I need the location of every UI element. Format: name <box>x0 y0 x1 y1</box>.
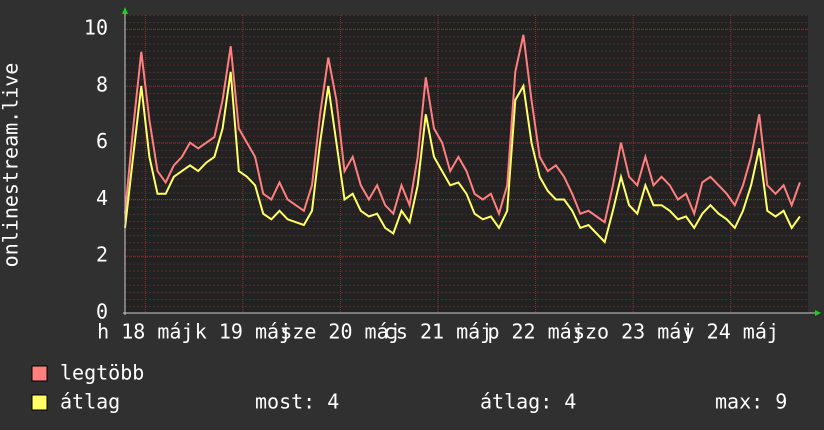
x-tick-label: h 18 máj <box>97 320 193 344</box>
y-tick-label: 2 <box>96 243 108 267</box>
y-tick-label: 6 <box>96 129 108 153</box>
x-tick-label: v 24 máj <box>683 320 779 344</box>
y-tick-label: 4 <box>96 186 108 210</box>
legend-swatch <box>31 365 48 382</box>
y-tick-label: 8 <box>96 72 108 96</box>
stat-now: most: 4 <box>255 390 339 414</box>
y-tick-label: 0 <box>96 300 108 324</box>
axis-arrow <box>815 310 821 316</box>
x-tick-label: k 19 máj <box>195 320 291 344</box>
legend-label: legtöbb <box>60 361 144 385</box>
stat-max: max: 9 <box>715 390 787 414</box>
x-tick-label: szo 23 máj <box>573 320 693 344</box>
y-tick-label: 10 <box>84 16 108 40</box>
legend-swatch <box>31 394 48 411</box>
stat-avg: átlag: 4 <box>480 390 576 414</box>
legend-label: átlag <box>60 390 120 414</box>
series-line <box>124 71 801 244</box>
axis-arrow <box>122 7 128 14</box>
series-line <box>124 34 801 224</box>
x-tick-label: sze 20 máj <box>280 320 400 344</box>
x-tick-label: cs 21 máj <box>384 320 492 344</box>
x-tick-label: p 22 máj <box>487 320 583 344</box>
minor-grid <box>125 15 808 313</box>
y-axis-title: onlinestream.live <box>0 63 23 268</box>
